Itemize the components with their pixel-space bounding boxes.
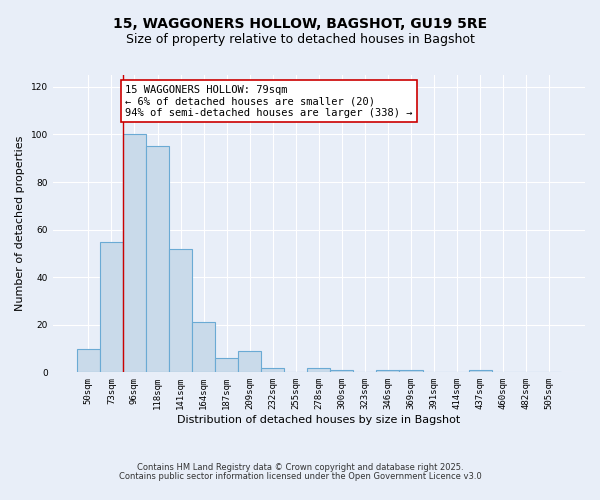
- Bar: [469, 370, 491, 372]
- Bar: [331, 370, 353, 372]
- Bar: [169, 248, 192, 372]
- Bar: [307, 368, 331, 372]
- Y-axis label: Number of detached properties: Number of detached properties: [15, 136, 25, 312]
- Bar: [400, 370, 422, 372]
- Bar: [261, 368, 284, 372]
- Bar: [192, 322, 215, 372]
- Text: 15 WAGGONERS HOLLOW: 79sqm
← 6% of detached houses are smaller (20)
94% of semi-: 15 WAGGONERS HOLLOW: 79sqm ← 6% of detac…: [125, 84, 413, 117]
- Bar: [77, 348, 100, 372]
- Bar: [215, 358, 238, 372]
- Bar: [238, 351, 261, 372]
- Bar: [376, 370, 400, 372]
- Text: Contains HM Land Registry data © Crown copyright and database right 2025.: Contains HM Land Registry data © Crown c…: [137, 464, 463, 472]
- X-axis label: Distribution of detached houses by size in Bagshot: Distribution of detached houses by size …: [177, 415, 460, 425]
- Text: Contains public sector information licensed under the Open Government Licence v3: Contains public sector information licen…: [119, 472, 481, 481]
- Bar: [100, 242, 123, 372]
- Text: 15, WAGGONERS HOLLOW, BAGSHOT, GU19 5RE: 15, WAGGONERS HOLLOW, BAGSHOT, GU19 5RE: [113, 18, 487, 32]
- Text: Size of property relative to detached houses in Bagshot: Size of property relative to detached ho…: [125, 32, 475, 46]
- Bar: [146, 146, 169, 372]
- Bar: [123, 134, 146, 372]
